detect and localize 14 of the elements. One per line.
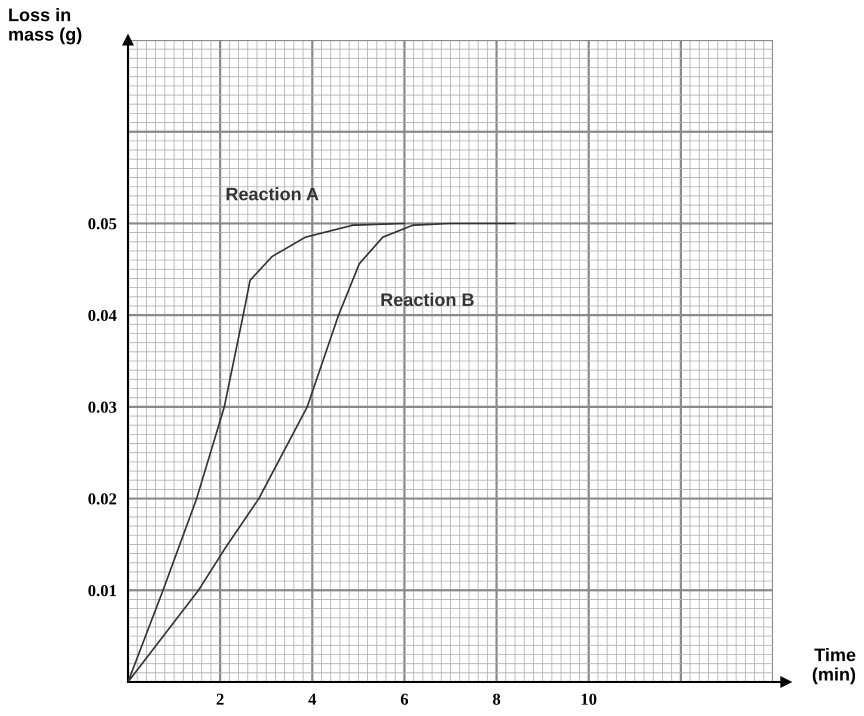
y-tick-label: 0.05 [88,218,116,230]
x-tick-label: 6 [400,694,408,705]
y-tick-label: 0.02 [88,493,116,505]
y-tick-label: 0.04 [88,310,117,322]
y-tick-label: 0.01 [88,584,116,596]
series-label: Reaction A [226,187,319,200]
y-axis-title: Loss in mass (g) [9,8,82,44]
x-tick-label: 2 [216,694,224,705]
x-tick-label: 4 [308,694,316,705]
x-axis-title: Time (min) [812,648,856,684]
series-label: Reaction B [381,292,474,306]
x-tick-label: 8 [492,694,500,705]
y-tick-label: 0.03 [88,402,116,413]
x-tick-label: 10 [582,694,596,705]
